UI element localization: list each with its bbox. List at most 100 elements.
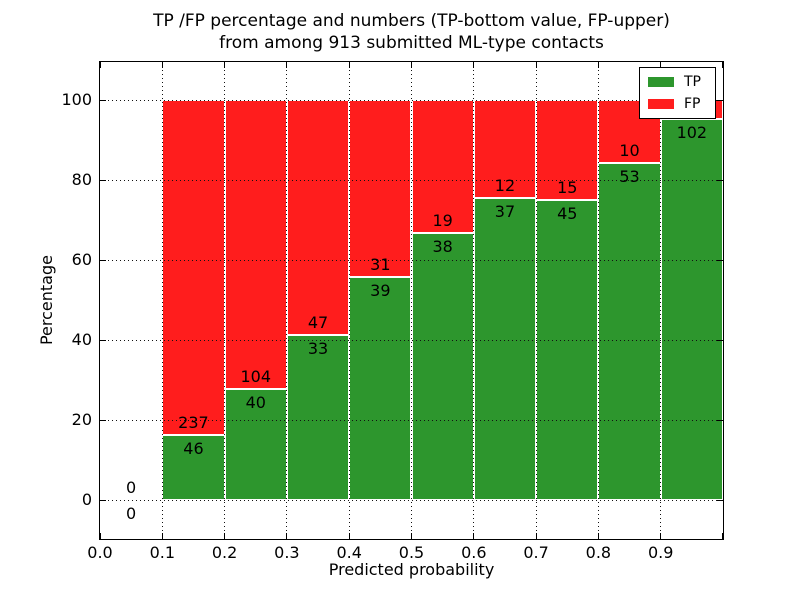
bar-segment-tp: [660, 118, 723, 500]
x-tick-mark-top: [161, 62, 163, 68]
gridline-vertical: [411, 62, 412, 539]
x-tick-mark-top: [660, 62, 662, 68]
x-tick-label: 0.1: [149, 543, 176, 562]
gridline-vertical: [660, 62, 662, 539]
bar-segment-fp: [286, 100, 350, 335]
bar-segment-fp: [411, 100, 474, 234]
x-tick-mark: [161, 533, 163, 539]
bar-segment-tp: [473, 197, 537, 500]
y-tick-label: 60: [71, 250, 92, 269]
bar-segment-tp: [349, 277, 412, 500]
x-tick-label: 0.5: [398, 543, 425, 562]
y-tick-mark-right: [717, 179, 723, 181]
bar-segment-fp: [224, 100, 287, 389]
gridline-vertical: [597, 62, 599, 539]
tp-count-label: 37: [494, 201, 516, 221]
y-tick-mark: [100, 419, 106, 421]
bar-segment-fp: [162, 100, 225, 435]
legend-fp-label: FP: [684, 96, 701, 112]
gridline-vertical: [348, 62, 350, 539]
y-tick-mark: [100, 99, 106, 101]
chart-title-line2: from among 913 submitted ML-type contact…: [219, 33, 604, 53]
x-tick-mark: [721, 533, 723, 539]
tp-count-label: 39: [370, 281, 391, 301]
x-tick-mark: [286, 533, 288, 539]
tp-count-label: 45: [557, 204, 578, 223]
y-tick-mark: [100, 339, 106, 341]
fp-count-label: 15: [557, 178, 578, 197]
x-tick-mark-top: [535, 62, 537, 68]
grid-layer: [100, 62, 723, 539]
x-tick-mark-top: [411, 62, 412, 68]
bar-segment-fp: [349, 100, 412, 278]
x-tick-mark: [348, 533, 350, 539]
x-tick-mark: [597, 533, 599, 539]
axis-ticks-layer: [99, 62, 723, 539]
y-tick-mark-right: [717, 99, 723, 101]
fp-count-label: 19: [432, 211, 453, 231]
y-tick-label: 0: [81, 490, 92, 509]
annotations-layer: 0 0 237 46 104 40 47 33 31 39 19 38 12 37 15 45 10 53 102: [100, 62, 723, 539]
x-tick-mark: [660, 533, 662, 539]
bar-segment-fp: [536, 100, 599, 200]
x-tick-label: 0.8: [585, 543, 612, 562]
x-tick-mark-top: [473, 62, 475, 68]
fp-count-label: 104: [240, 366, 272, 386]
plot-area: 0 0 237 46 104 40 47 33 31 39 19 38 12 37 15 45 10 53 102 …: [99, 61, 724, 540]
chart-title: TP /FP percentage and numbers (TP-bottom…: [100, 10, 723, 54]
y-tick-mark: [100, 179, 106, 181]
x-tick-mark-top: [99, 62, 101, 68]
x-axis-label: Predicted probability: [328, 560, 495, 579]
y-tick-label: 40: [71, 330, 92, 349]
legend-fp-swatch: [648, 99, 674, 109]
y-tick-mark-right: [717, 259, 723, 261]
x-tick-label: 0.6: [461, 543, 487, 562]
fp-count-label: 237: [178, 413, 209, 432]
x-tick-label: 0.0: [87, 543, 113, 562]
bar-segment-tp: [598, 163, 661, 500]
tp-count-label: 46: [183, 439, 204, 458]
bar-segment-tp: [286, 335, 350, 500]
y-tick-mark: [100, 499, 106, 501]
tp-count-label: 0: [126, 504, 137, 523]
x-tick-mark-top: [348, 62, 350, 68]
legend-entry-tp: TP: [648, 75, 706, 89]
chart-title-line1: TP /FP percentage and numbers (TP-bottom…: [153, 11, 670, 31]
tp-count-label: 38: [432, 237, 453, 257]
x-tick-mark: [99, 533, 101, 539]
x-tick-mark: [411, 533, 412, 539]
legend-entry-fp: FP: [648, 97, 706, 111]
legend: TP FP: [639, 67, 716, 119]
bar-segment-tp: [162, 435, 225, 500]
fp-count-label: 0: [126, 478, 137, 497]
bar-segment-fp: [473, 100, 537, 198]
gridline-vertical: [224, 62, 226, 539]
x-tick-label: 0.2: [211, 543, 238, 562]
x-tick-mark: [473, 533, 475, 539]
y-tick-mark-right: [717, 339, 723, 341]
tp-count-label: 33: [307, 339, 329, 358]
tp-count-label: 102: [676, 122, 708, 142]
gridline-vertical: [473, 62, 475, 539]
x-tick-label: 0.4: [336, 543, 362, 562]
fp-count-label: 31: [370, 255, 391, 275]
x-tick-label: 0.9: [647, 543, 674, 562]
tp-count-label: 53: [619, 167, 640, 187]
x-tick-mark: [535, 533, 537, 539]
gridline-vertical: [286, 62, 288, 539]
fp-count-label: 12: [494, 175, 516, 195]
y-tick-label: 80: [71, 170, 92, 189]
y-tick-mark-right: [717, 419, 723, 421]
tp-count-label: 40: [245, 392, 266, 412]
bar-segment-tp: [224, 388, 287, 500]
x-tick-mark-top: [597, 62, 599, 68]
legend-tp-swatch: [648, 77, 674, 87]
fp-count-label: 47: [307, 313, 329, 332]
x-tick-mark: [224, 533, 226, 539]
x-tick-mark-top: [721, 62, 723, 68]
bars-layer: [100, 62, 723, 539]
x-tick-label: 0.3: [274, 543, 300, 562]
legend-tp-label: TP: [684, 74, 701, 90]
y-tick-label: 100: [61, 90, 92, 109]
